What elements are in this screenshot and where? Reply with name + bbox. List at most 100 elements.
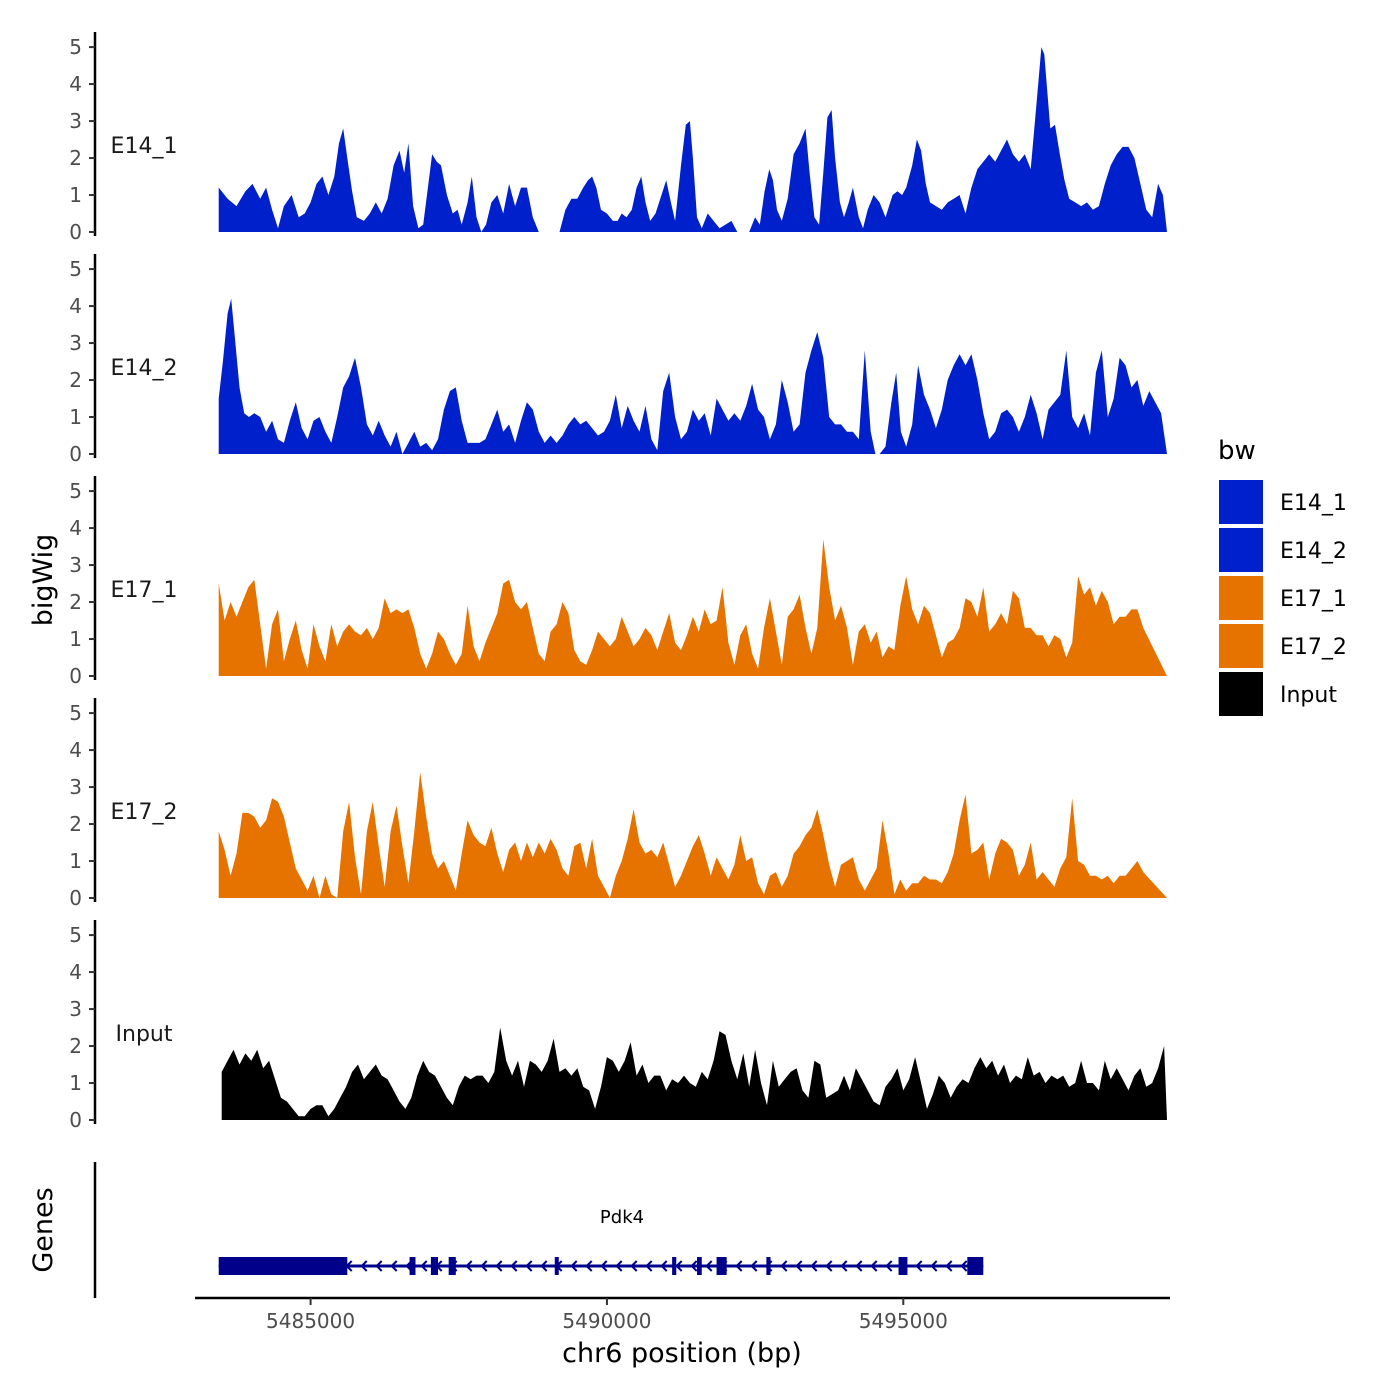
y-tick-label: 0: [69, 886, 82, 910]
strand-arrow: [615, 1260, 623, 1272]
gene-exon: [672, 1257, 677, 1275]
strand-arrow: [570, 1260, 578, 1272]
strand-arrow: [945, 1260, 953, 1272]
track-area-E17_1: [218, 539, 1167, 676]
gene-exon: [448, 1257, 456, 1275]
strand-arrow: [930, 1260, 938, 1272]
y-tick-label: 3: [69, 775, 82, 799]
y-tick-label: 2: [69, 1034, 82, 1058]
y-tick-label: 2: [69, 368, 82, 392]
y-tick-label: 3: [69, 553, 82, 577]
y-tick-label: 4: [69, 960, 82, 984]
track-area-E14_2: [218, 298, 1167, 454]
x-ticks: 5485000 5490000 5495000: [266, 1298, 948, 1333]
x-tick-label: 5485000: [266, 1309, 355, 1333]
strand-arrow: [870, 1260, 878, 1272]
y-axis-title: bigWig: [28, 534, 59, 627]
track-label: E17_2: [111, 800, 178, 825]
legend-title: bw: [1218, 436, 1256, 466]
strand-arrow: [855, 1260, 863, 1272]
strand-arrow: [885, 1260, 893, 1272]
y-tick-label: 1: [69, 405, 82, 429]
track-label: E17_1: [111, 578, 178, 603]
legend-swatch: [1219, 672, 1263, 716]
strand-arrow: [375, 1260, 383, 1272]
y-tick-label: 1: [69, 849, 82, 873]
track-label: E14_2: [111, 356, 178, 381]
strand-arrow: [525, 1260, 533, 1272]
strand-arrow: [960, 1260, 968, 1272]
gene-exon: [766, 1257, 771, 1275]
y-tick-label: 4: [69, 516, 82, 540]
gene-exon: [716, 1257, 727, 1275]
y-tick-label: 0: [69, 1108, 82, 1132]
gene-exon: [898, 1257, 908, 1275]
legend-item-E17_1: E17_1: [1219, 576, 1347, 620]
track-E14_2: 0 1 2 3 4 5 E14_2: [69, 254, 1167, 466]
y-tick-label: 1: [69, 1071, 82, 1095]
y-tick-label: 5: [69, 257, 82, 281]
gene-exon: [430, 1257, 439, 1275]
track-E17_2: 0 1 2 3 4 5 E17_2: [69, 698, 1167, 910]
y-tick-label: 3: [69, 331, 82, 355]
legend-item-Input: Input: [1219, 672, 1337, 716]
y-tick-label: 2: [69, 590, 82, 614]
strand-arrow: [675, 1260, 683, 1272]
legend-label: E14_2: [1280, 539, 1347, 564]
x-tick-label: 5490000: [562, 1309, 651, 1333]
y-tick-label: 3: [69, 997, 82, 1021]
y-tick-label: 5: [69, 701, 82, 725]
track-label: Input: [116, 1022, 173, 1047]
y-tick-label: 0: [69, 220, 82, 244]
legend-swatch: [1219, 624, 1263, 668]
strand-arrow: [660, 1260, 668, 1272]
track-Input: 0 1 2 3 4 5 Input: [69, 920, 1167, 1132]
legend: bw E14_1 E14_2 E17_1 E17_2 Input: [1218, 436, 1347, 716]
strand-arrow: [735, 1260, 743, 1272]
legend-label: E17_2: [1280, 635, 1347, 660]
genes-panel: Genes Pdk4: [28, 1162, 984, 1298]
gene-exon: [218, 1257, 348, 1275]
legend-swatch: [1219, 528, 1263, 572]
legend-items: E14_1 E14_2 E17_1 E17_2 Input: [1219, 480, 1347, 716]
legend-label: Input: [1280, 683, 1337, 708]
y-tick-label: 0: [69, 664, 82, 688]
y-tick-label: 0: [69, 442, 82, 466]
strand-arrow: [495, 1260, 503, 1272]
gene-exon: [554, 1257, 559, 1275]
y-tick-label: 4: [69, 738, 82, 762]
x-axis-title: chr6 position (bp): [562, 1338, 802, 1369]
genes-axis-title: Genes: [28, 1187, 59, 1272]
gene-exon: [697, 1257, 702, 1275]
y-tick-label: 5: [69, 923, 82, 947]
legend-item-E14_2: E14_2: [1219, 528, 1347, 572]
y-tick-label: 1: [69, 627, 82, 651]
gene-exon: [409, 1257, 416, 1275]
strand-arrow: [360, 1260, 368, 1272]
strand-arrow: [420, 1260, 428, 1272]
y-tick-label: 4: [69, 72, 82, 96]
strand-arrow: [540, 1260, 548, 1272]
legend-swatch: [1219, 480, 1263, 524]
legend-label: E17_1: [1280, 587, 1347, 612]
track-E14_1: 0 1 2 3 4 5 E14_1: [69, 32, 1167, 244]
x-axis: 5485000 5490000 5495000 chr6 position (bp): [195, 1296, 1170, 1369]
legend-label: E14_1: [1280, 491, 1347, 516]
track-E17_1: 0 1 2 3 4 5 E17_1: [69, 476, 1167, 688]
strand-arrow: [510, 1260, 518, 1272]
y-tick-label: 5: [69, 479, 82, 503]
legend-item-E17_2: E17_2: [1219, 624, 1347, 668]
strand-arrow: [585, 1260, 593, 1272]
signal-tracks: 0 1 2 3 4 5 E14_1 0 1 2 3 4 5 E14_2 0 1 2 3 4 5 E17_1 0 1 2 3 4 5 E…: [69, 32, 1167, 1132]
strand-arrow: [480, 1260, 488, 1272]
strand-arrow: [780, 1260, 788, 1272]
strand-arrow: [690, 1260, 698, 1272]
y-tick-label: 4: [69, 294, 82, 318]
strand-arrow: [750, 1260, 758, 1272]
strand-arrow: [825, 1260, 833, 1272]
gene-exon: [967, 1257, 984, 1275]
strand-arrow: [645, 1260, 653, 1272]
track-area-E14_1: [218, 47, 1167, 232]
gene-label: Pdk4: [600, 1207, 644, 1228]
